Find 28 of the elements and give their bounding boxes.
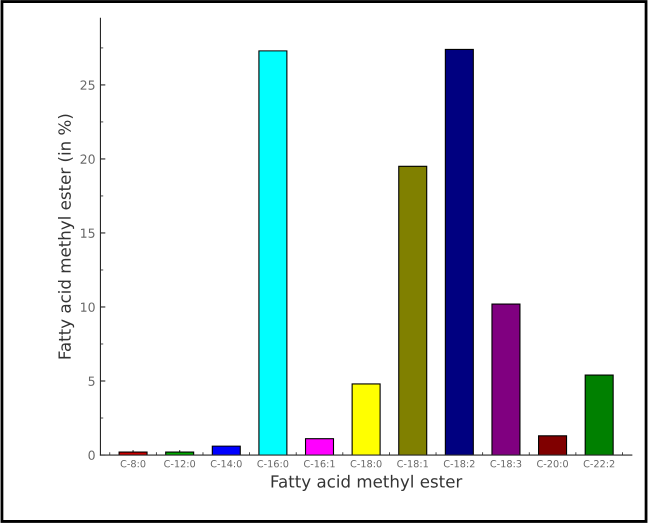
x-tick-label: C-20:0 [537,460,568,468]
bar [584,374,614,456]
y-axis-title: Fatty acid methyl ester (in %) [58,114,74,359]
y-tick-label: 15 [81,228,94,238]
bar [538,435,568,456]
bar [491,303,520,456]
y-tick-label: 10 [81,302,95,312]
x-tick-label: C-18:1 [397,460,428,468]
y-tick-label: 0 [88,450,95,460]
bar [444,48,474,456]
x-tick-label: C-16:0 [257,460,288,468]
x-tick-label: C-18:2 [444,460,474,468]
y-tick-label: 5 [88,376,94,386]
x-tick-label: C-12:0 [164,460,196,468]
x-tick-label: C-18:0 [350,460,382,468]
y-tick-label: 25 [80,80,94,90]
x-axis-title: Fatty acid methyl ester [272,474,462,491]
bar [352,383,381,456]
bar [304,438,334,456]
x-tick-label: C-8:0 [120,460,146,468]
x-tick-label: C-18:3 [490,460,522,468]
bar [212,446,241,456]
x-tick-label: C-14:0 [210,460,242,468]
x-tick-label: C-22:2 [584,460,614,468]
x-tick-label: C-16:1 [304,460,335,468]
bar [258,50,288,456]
y-tick-label: 20 [80,154,95,164]
bar [398,166,428,456]
